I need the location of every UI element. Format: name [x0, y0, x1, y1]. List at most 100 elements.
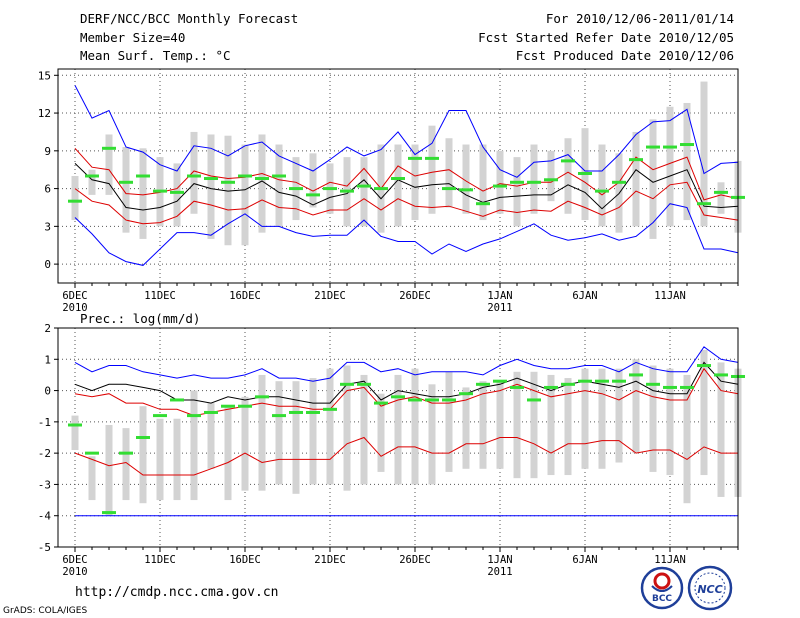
obs-marker: [306, 193, 320, 197]
ensemble-box: [343, 365, 351, 491]
obs-marker: [170, 398, 184, 402]
ensemble-box: [700, 81, 708, 227]
variable-label: Mean Surf. Temp.: °C: [80, 48, 231, 63]
obs-marker: [272, 414, 286, 418]
obs-marker: [697, 202, 711, 206]
series-max-line: [74, 346, 739, 382]
obs-marker: [374, 401, 388, 405]
fcst-produced-date: Fcst Produced Date 2010/12/06: [515, 48, 734, 63]
ensemble-box: [530, 371, 538, 479]
x-tick-year-label: 2010: [62, 302, 87, 314]
ensemble-box: [309, 378, 317, 485]
ensemble-box: [462, 387, 470, 469]
obs-marker: [425, 156, 439, 160]
ensemble-box: [224, 406, 232, 501]
ensemble-box: [394, 374, 402, 485]
ncc-logo: NCC: [687, 565, 733, 611]
series-max-line: [74, 85, 739, 178]
obs-marker: [221, 404, 235, 408]
x-tick-label: 6DEC: [62, 554, 87, 566]
obs-marker: [136, 436, 150, 439]
series-mean-line: [74, 361, 739, 404]
x-tick-year-label: 2010: [62, 566, 87, 578]
obs-marker: [187, 174, 201, 178]
ensemble-box: [173, 418, 181, 501]
y-tick-label: -2: [38, 447, 51, 460]
obs-marker: [68, 423, 82, 427]
obs-marker: [425, 398, 439, 402]
ensemble-box: [496, 150, 504, 214]
source-url[interactable]: http://cmdp.ncc.cma.gov.cn: [75, 585, 279, 600]
ensemble-box: [632, 131, 640, 227]
y-tick-label: -3: [38, 478, 51, 491]
ensemble-box: [666, 368, 674, 476]
obs-marker: [680, 143, 694, 147]
obs-marker: [595, 379, 609, 383]
obs-marker: [153, 414, 167, 418]
ensemble-box: [683, 102, 691, 221]
x-tick-label: 16DEC: [229, 290, 261, 302]
ensemble-box: [513, 157, 521, 227]
y-tick-label: 6: [44, 183, 51, 196]
ensemble-box: [275, 381, 283, 485]
ensemble-box: [428, 125, 436, 214]
obs-marker: [663, 385, 677, 389]
obs-marker: [561, 382, 575, 386]
ensemble-box: [71, 415, 79, 451]
ensemble-box: [139, 406, 147, 504]
obs-marker: [238, 174, 252, 178]
obs-marker: [442, 398, 456, 402]
ensemble-box: [717, 362, 725, 497]
obs-marker: [187, 414, 201, 418]
ensemble-box: [360, 157, 368, 227]
ensemble-box: [411, 368, 419, 485]
series-upper-line: [74, 147, 739, 201]
ensemble-box: [88, 169, 96, 195]
ensemble-box: [479, 381, 487, 469]
ensemble-box: [156, 418, 164, 501]
obs-marker: [646, 145, 660, 149]
obs-marker: [357, 382, 371, 386]
obs-marker: [255, 177, 269, 181]
ensemble-box: [445, 371, 453, 472]
ensemble-box: [360, 374, 368, 485]
obs-marker: [510, 385, 524, 389]
obs-marker: [340, 189, 354, 193]
ensemble-box: [683, 374, 691, 504]
obs-marker: [102, 146, 116, 150]
x-tick-label: 6JAN: [572, 290, 597, 302]
ensemble-box: [139, 148, 147, 239]
ensemble-box: [717, 182, 725, 214]
ensemble-box: [394, 144, 402, 227]
ensemble-box: [122, 147, 130, 233]
obs-marker: [170, 190, 184, 194]
ensemble-box: [649, 119, 657, 239]
ensemble-box: [241, 144, 249, 246]
obs-marker: [85, 174, 99, 178]
obs-marker: [510, 180, 524, 184]
obs-marker: [391, 177, 405, 181]
obs-marker: [476, 202, 490, 206]
obs-marker: [153, 189, 167, 193]
y-tick-label: 12: [38, 107, 51, 120]
y-tick-label: 15: [38, 69, 51, 82]
ensemble-box: [258, 374, 266, 491]
y-tick-label: -1: [38, 416, 51, 429]
chart-title: DERF/NCC/BCC Monthly Forecast: [80, 11, 299, 26]
x-tick-label: 21DEC: [314, 554, 346, 566]
ensemble-box: [479, 144, 487, 221]
x-tick-label: 11DEC: [144, 290, 176, 302]
obs-marker: [629, 373, 643, 377]
obs-marker: [408, 398, 422, 402]
obs-marker: [714, 373, 728, 377]
obs-marker: [340, 382, 354, 386]
ensemble-box: [513, 371, 521, 479]
obs-marker: [85, 451, 99, 455]
obs-marker: [476, 382, 490, 386]
y-tick-label: 9: [44, 145, 51, 158]
x-tick-label: 11DEC: [144, 554, 176, 566]
obs-marker: [646, 382, 660, 386]
forecast-period: For 2010/12/06-2011/01/14: [545, 11, 734, 26]
